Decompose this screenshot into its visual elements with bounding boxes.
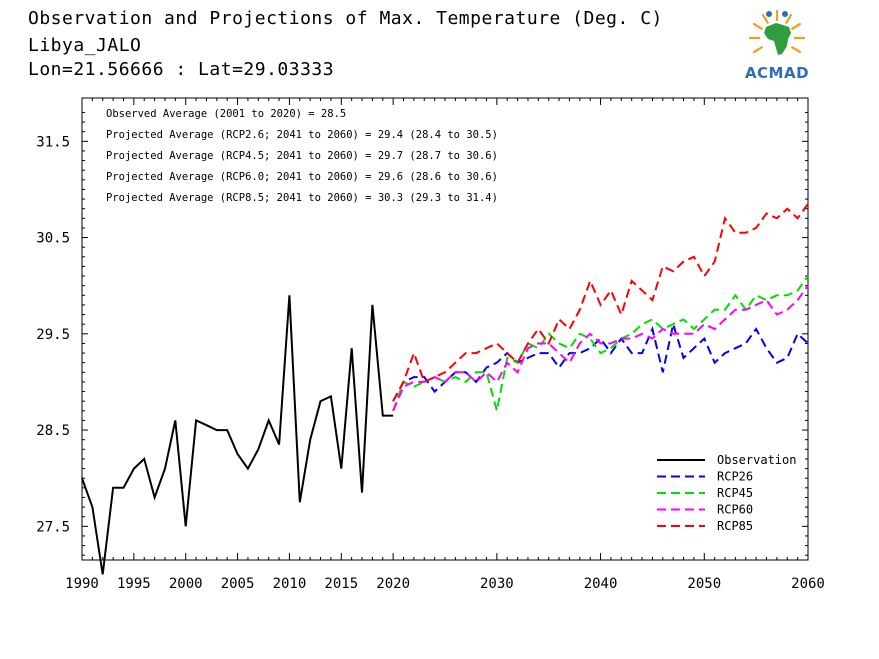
y-tick-label: 28.5 bbox=[36, 423, 70, 439]
station-name: Libya_JALO bbox=[28, 35, 142, 56]
x-tick-label: 1990 bbox=[65, 576, 99, 592]
annotation-text: Projected Average (RCP2.6; 2041 to 2060)… bbox=[106, 129, 498, 141]
chart-title: Observation and Projections of Max. Temp… bbox=[28, 8, 663, 29]
legend-label-rcp60: RCP60 bbox=[717, 503, 753, 517]
station-coordinates: Lon=21.56666 : Lat=29.03333 bbox=[28, 59, 335, 80]
x-tick-label: 2000 bbox=[169, 576, 203, 592]
africa-map-icon bbox=[748, 9, 806, 55]
x-tick-label: 2030 bbox=[480, 576, 514, 592]
acmad-logo: ACMAD bbox=[736, 8, 818, 82]
series-line-observation bbox=[81, 295, 394, 575]
x-tick-label: 2060 bbox=[791, 576, 825, 592]
y-tick-label: 29.5 bbox=[36, 327, 70, 343]
annotation-text: Projected Average (RCP8.5; 2041 to 2060)… bbox=[106, 192, 498, 204]
series-line-rcp60 bbox=[392, 285, 809, 412]
legend-label-rcp26: RCP26 bbox=[717, 470, 753, 484]
legend-label-rcp45: RCP45 bbox=[717, 486, 753, 500]
acmad-logo-text: ACMAD bbox=[744, 64, 810, 82]
annotation-text: Observed Average (2001 to 2020) = 28.5 bbox=[106, 108, 346, 120]
legend-label-rcp85: RCP85 bbox=[717, 519, 753, 533]
x-tick-label: 2015 bbox=[324, 576, 358, 592]
x-tick-label: 2040 bbox=[584, 576, 618, 592]
x-tick-label: 2005 bbox=[221, 576, 255, 592]
annotation-text: Projected Average (RCP6.0; 2041 to 2060)… bbox=[106, 171, 498, 183]
x-tick-label: 1995 bbox=[117, 576, 151, 592]
x-tick-label: 2020 bbox=[376, 576, 410, 592]
x-tick-label: 2010 bbox=[273, 576, 307, 592]
y-tick-label: 30.5 bbox=[36, 231, 70, 247]
series-line-rcp85 bbox=[392, 203, 809, 402]
series-line-rcp26 bbox=[392, 320, 809, 402]
legend-label-observation: Observation bbox=[717, 453, 796, 467]
y-tick-label: 27.5 bbox=[36, 519, 70, 535]
y-tick-label: 31.5 bbox=[36, 134, 70, 150]
annotation-text: Projected Average (RCP4.5; 2041 to 2060)… bbox=[106, 150, 498, 162]
x-tick-label: 2050 bbox=[687, 576, 721, 592]
series-line-rcp45 bbox=[392, 275, 809, 412]
